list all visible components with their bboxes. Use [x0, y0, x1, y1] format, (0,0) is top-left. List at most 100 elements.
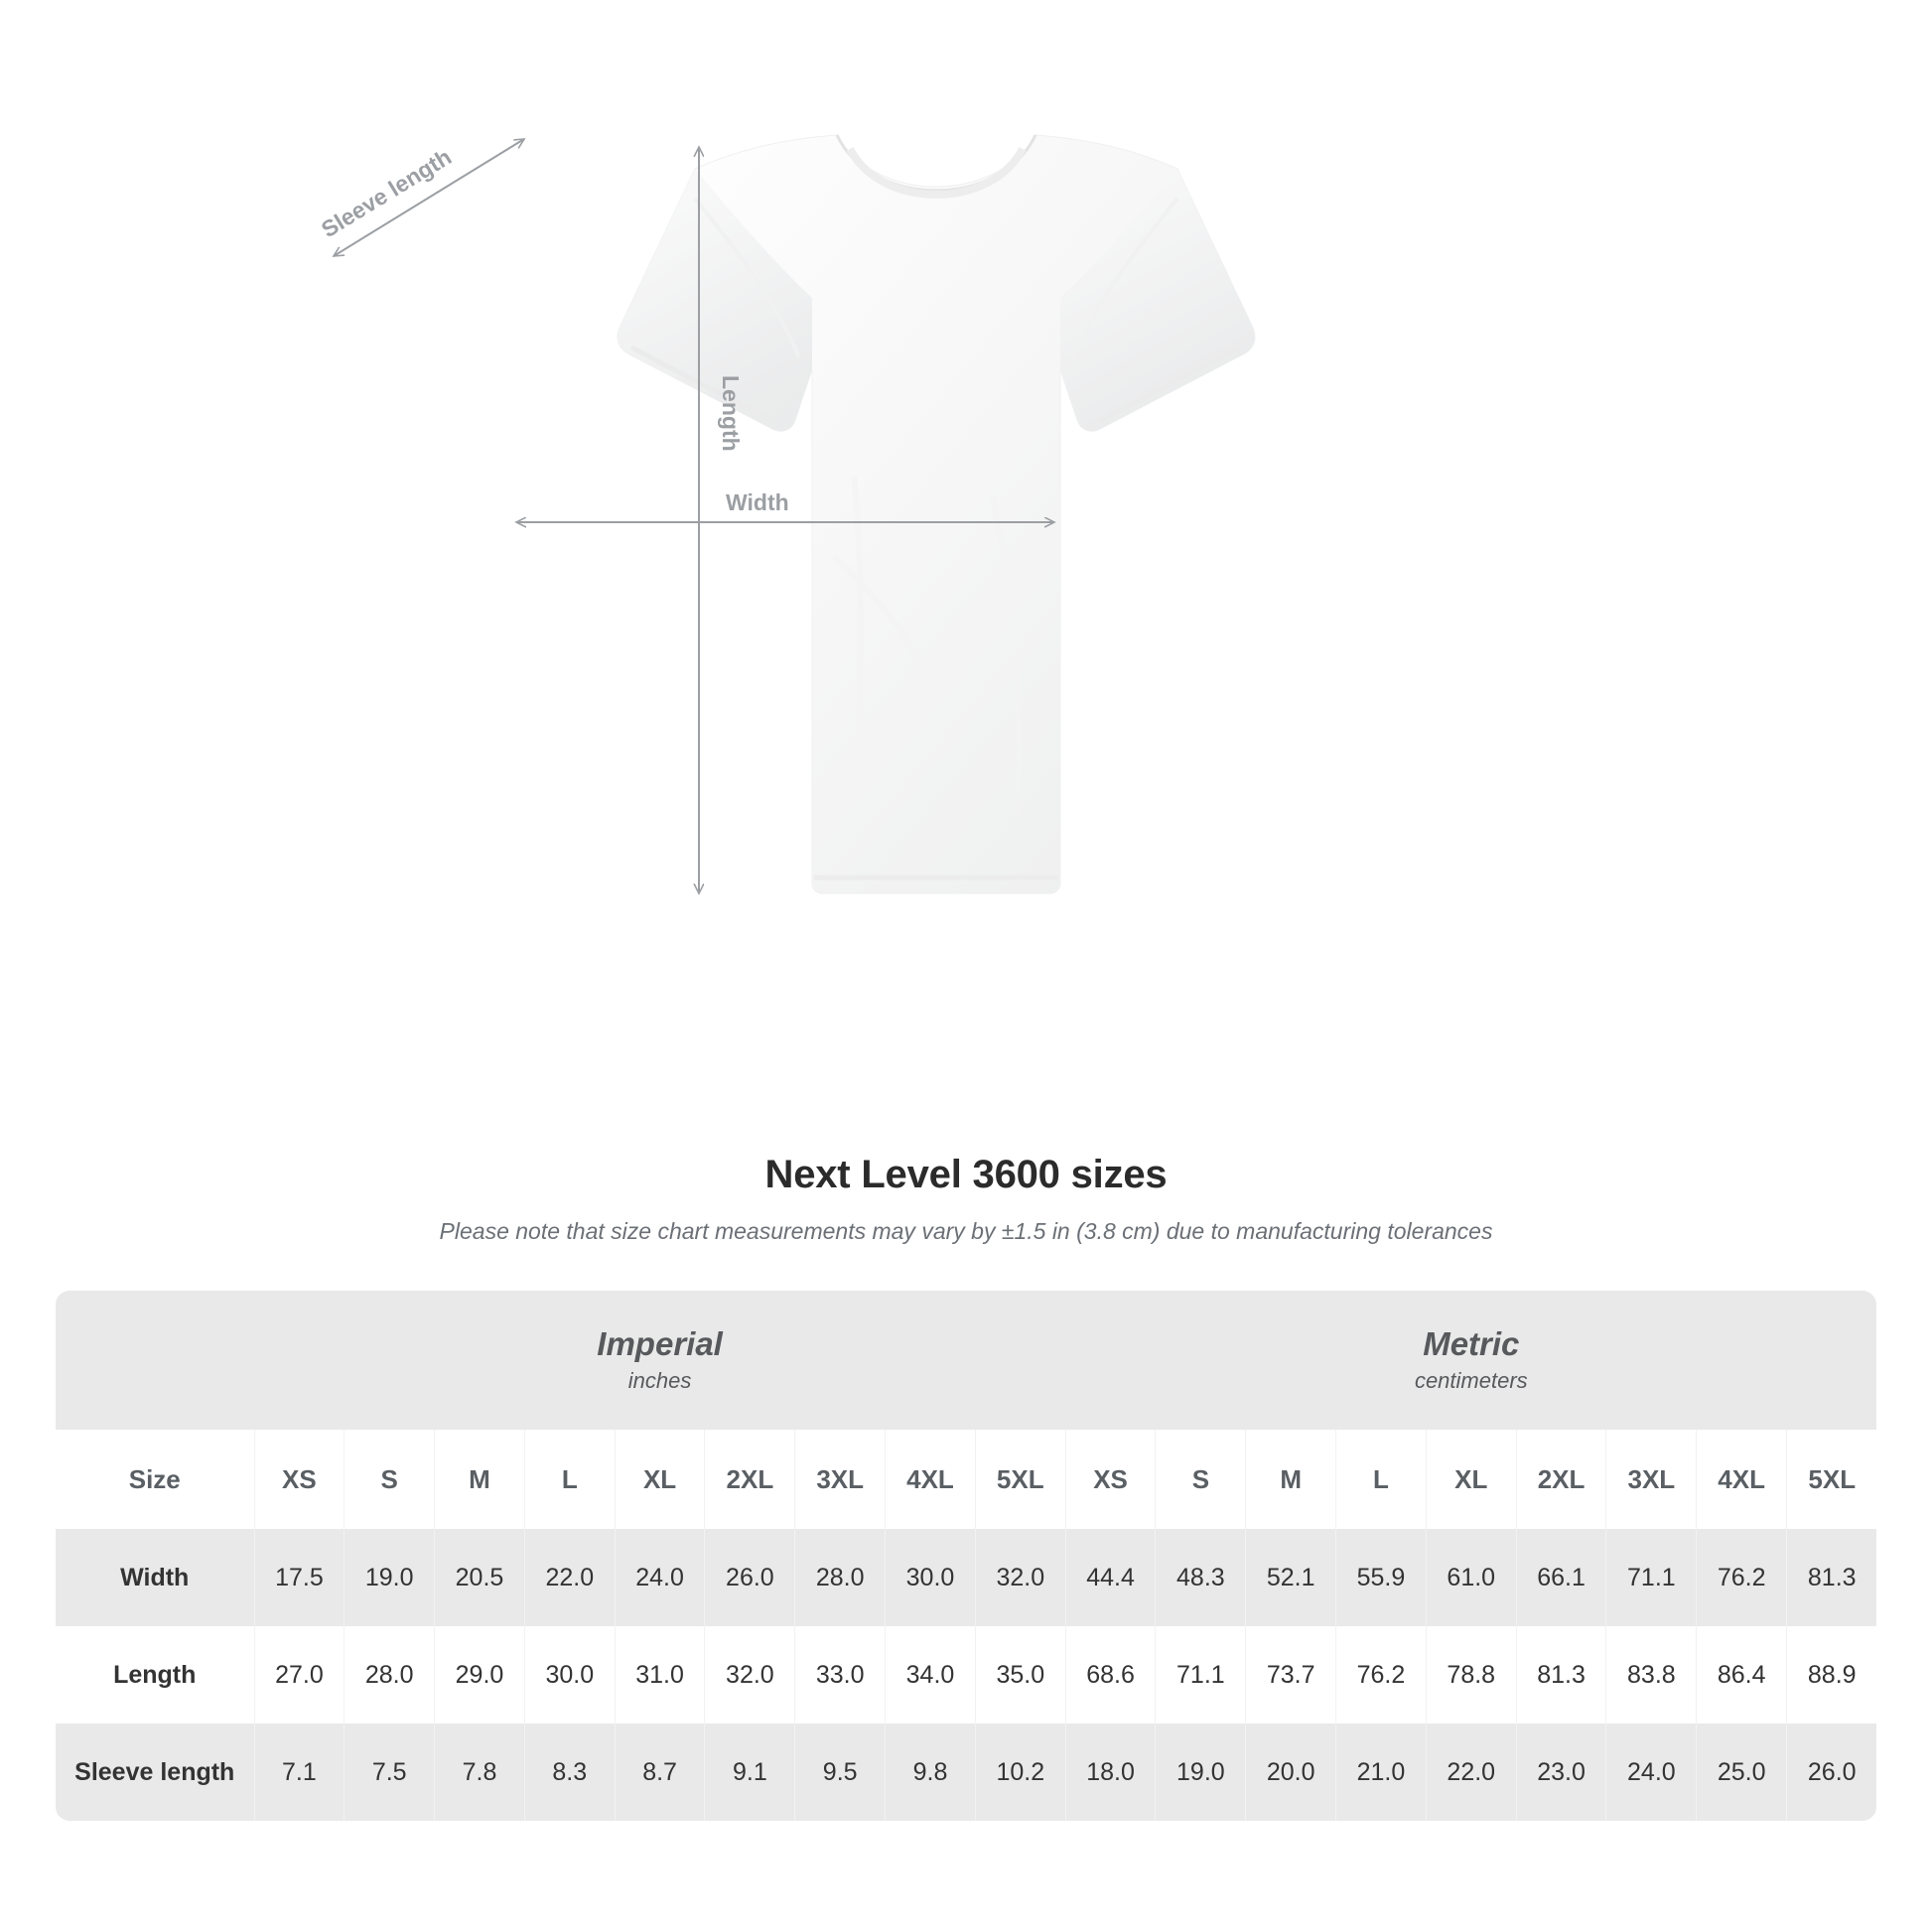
- cell-sleeve-metric-s: 19.0: [1155, 1724, 1247, 1821]
- cell-width-metric-l: 55.9: [1335, 1529, 1427, 1626]
- size-header-metric-xs: XS: [1065, 1430, 1157, 1529]
- cell-length-metric-xl: 78.8: [1426, 1626, 1517, 1724]
- unit-header-metric: Metric centimeters: [1065, 1291, 1877, 1430]
- unit-metric-name: Metric: [1423, 1325, 1520, 1363]
- size-header-imperial-3xl: 3XL: [794, 1430, 887, 1529]
- cell-width-metric-xl: 61.0: [1426, 1529, 1517, 1626]
- width-label: Width: [726, 489, 789, 515]
- unit-header-imperial: Imperial inches: [254, 1291, 1066, 1430]
- cell-width-metric-4xl: 76.2: [1696, 1529, 1788, 1626]
- cell-length-metric-l: 76.2: [1335, 1626, 1427, 1724]
- width-measure: Width: [516, 489, 1054, 522]
- cell-length-metric-5xl: 88.9: [1786, 1626, 1877, 1724]
- cell-width-imperial-l: 22.0: [524, 1529, 616, 1626]
- table-row-length: Length 27.0 28.0 29.0 30.0 31.0 32.0 33.…: [56, 1626, 1877, 1724]
- size-header-imperial-2xl: 2XL: [704, 1430, 796, 1529]
- cell-length-imperial-s: 28.0: [344, 1626, 436, 1724]
- sleeve-length-measure: Sleeve length: [317, 139, 524, 256]
- cell-sleeve-metric-xl: 22.0: [1426, 1724, 1517, 1821]
- cell-width-imperial-2xl: 26.0: [704, 1529, 796, 1626]
- cell-length-imperial-2xl: 32.0: [704, 1626, 796, 1724]
- tolerance-note: Please note that size chart measurements…: [439, 1218, 1493, 1244]
- cell-width-metric-2xl: 66.1: [1516, 1529, 1607, 1626]
- size-header-imperial-m: M: [434, 1430, 525, 1529]
- row-label-sleeve-length: Sleeve length: [56, 1724, 255, 1821]
- size-header-row: Size XS S M L XL 2XL 3XL 4XL 5XL XS S M …: [56, 1430, 1877, 1529]
- size-header-metric-l: L: [1335, 1430, 1427, 1529]
- cell-sleeve-metric-m: 20.0: [1245, 1724, 1337, 1821]
- cell-length-metric-xs: 68.6: [1065, 1626, 1157, 1724]
- cell-sleeve-metric-l: 21.0: [1335, 1724, 1427, 1821]
- unit-metric-sub: centimeters: [1414, 1367, 1528, 1393]
- size-header-imperial-xl: XL: [615, 1430, 706, 1529]
- size-header-label: Size: [56, 1430, 255, 1529]
- cell-sleeve-imperial-xs: 7.1: [254, 1724, 345, 1821]
- cell-length-imperial-5xl: 35.0: [975, 1626, 1066, 1724]
- table-row-width: Width 17.5 19.0 20.5 22.0 24.0 26.0 28.0…: [56, 1529, 1877, 1626]
- size-header-metric-3xl: 3XL: [1605, 1430, 1698, 1529]
- unit-header-blank: [56, 1291, 254, 1430]
- size-header-imperial-xs: XS: [254, 1430, 345, 1529]
- cell-sleeve-imperial-5xl: 10.2: [975, 1724, 1066, 1821]
- size-header-imperial-l: L: [524, 1430, 616, 1529]
- size-chart-table: Imperial inches Metric centimeters Size …: [56, 1291, 1877, 1821]
- size-header-metric-2xl: 2XL: [1516, 1430, 1607, 1529]
- cell-sleeve-imperial-m: 7.8: [434, 1724, 525, 1821]
- table-row-sleeve-length: Sleeve length 7.1 7.5 7.8 8.3 8.7 9.1 9.…: [56, 1724, 1877, 1821]
- size-header-metric-s: S: [1155, 1430, 1247, 1529]
- size-header-metric-4xl: 4XL: [1696, 1430, 1788, 1529]
- length-label: Length: [718, 375, 744, 452]
- page-title: Next Level 3600 sizes: [764, 1153, 1168, 1196]
- cell-width-metric-m: 52.1: [1245, 1529, 1337, 1626]
- row-label-width: Width: [56, 1529, 255, 1626]
- cell-sleeve-imperial-3xl: 9.5: [794, 1724, 887, 1821]
- row-label-length: Length: [56, 1626, 255, 1724]
- unit-imperial-sub: inches: [627, 1367, 692, 1393]
- cell-width-metric-3xl: 71.1: [1605, 1529, 1698, 1626]
- cell-width-imperial-xl: 24.0: [615, 1529, 706, 1626]
- size-header-imperial-s: S: [344, 1430, 436, 1529]
- unit-header-row: Imperial inches Metric centimeters: [56, 1291, 1877, 1430]
- cell-sleeve-imperial-4xl: 9.8: [885, 1724, 976, 1821]
- cell-sleeve-imperial-l: 8.3: [524, 1724, 616, 1821]
- cell-length-metric-m: 73.7: [1245, 1626, 1337, 1724]
- cell-length-imperial-l: 30.0: [524, 1626, 616, 1724]
- size-header-metric-5xl: 5XL: [1786, 1430, 1877, 1529]
- cell-width-imperial-xs: 17.5: [254, 1529, 345, 1626]
- size-header-metric-xl: XL: [1426, 1430, 1517, 1529]
- cell-length-imperial-xs: 27.0: [254, 1626, 345, 1724]
- cell-width-metric-xs: 44.4: [1065, 1529, 1157, 1626]
- cell-sleeve-metric-2xl: 23.0: [1516, 1724, 1607, 1821]
- cell-length-metric-3xl: 83.8: [1605, 1626, 1698, 1724]
- sleeve-length-arrow: [334, 139, 524, 256]
- cell-width-imperial-3xl: 28.0: [794, 1529, 887, 1626]
- size-header-imperial-4xl: 4XL: [885, 1430, 976, 1529]
- cell-sleeve-metric-4xl: 25.0: [1696, 1724, 1788, 1821]
- cell-sleeve-metric-5xl: 26.0: [1786, 1724, 1877, 1821]
- cell-length-metric-4xl: 86.4: [1696, 1626, 1788, 1724]
- cell-width-imperial-s: 19.0: [344, 1529, 436, 1626]
- cell-length-metric-2xl: 81.3: [1516, 1626, 1607, 1724]
- title-block: Next Level 3600 sizes Please note that s…: [0, 1152, 1932, 1247]
- cell-length-imperial-m: 29.0: [434, 1626, 525, 1724]
- cell-width-imperial-5xl: 32.0: [975, 1529, 1066, 1626]
- unit-imperial-name: Imperial: [597, 1325, 723, 1363]
- cell-width-imperial-4xl: 30.0: [885, 1529, 976, 1626]
- cell-length-imperial-xl: 31.0: [615, 1626, 706, 1724]
- tshirt-illustration: [617, 134, 1256, 895]
- cell-width-imperial-m: 20.5: [434, 1529, 525, 1626]
- cell-sleeve-imperial-xl: 8.7: [615, 1724, 706, 1821]
- cell-width-metric-5xl: 81.3: [1786, 1529, 1877, 1626]
- cell-sleeve-imperial-s: 7.5: [344, 1724, 436, 1821]
- size-header-metric-m: M: [1245, 1430, 1337, 1529]
- cell-length-imperial-4xl: 34.0: [885, 1626, 976, 1724]
- size-chart-table-wrap: Imperial inches Metric centimeters Size …: [56, 1291, 1877, 1821]
- size-header-imperial-5xl: 5XL: [975, 1430, 1066, 1529]
- tshirt-diagram: Sleeve length Length Width: [317, 134, 1256, 896]
- cell-sleeve-metric-xs: 18.0: [1065, 1724, 1157, 1821]
- cell-sleeve-metric-3xl: 24.0: [1605, 1724, 1698, 1821]
- cell-length-imperial-3xl: 33.0: [794, 1626, 887, 1724]
- cell-length-metric-s: 71.1: [1155, 1626, 1247, 1724]
- cell-sleeve-imperial-2xl: 9.1: [704, 1724, 796, 1821]
- cell-width-metric-s: 48.3: [1155, 1529, 1247, 1626]
